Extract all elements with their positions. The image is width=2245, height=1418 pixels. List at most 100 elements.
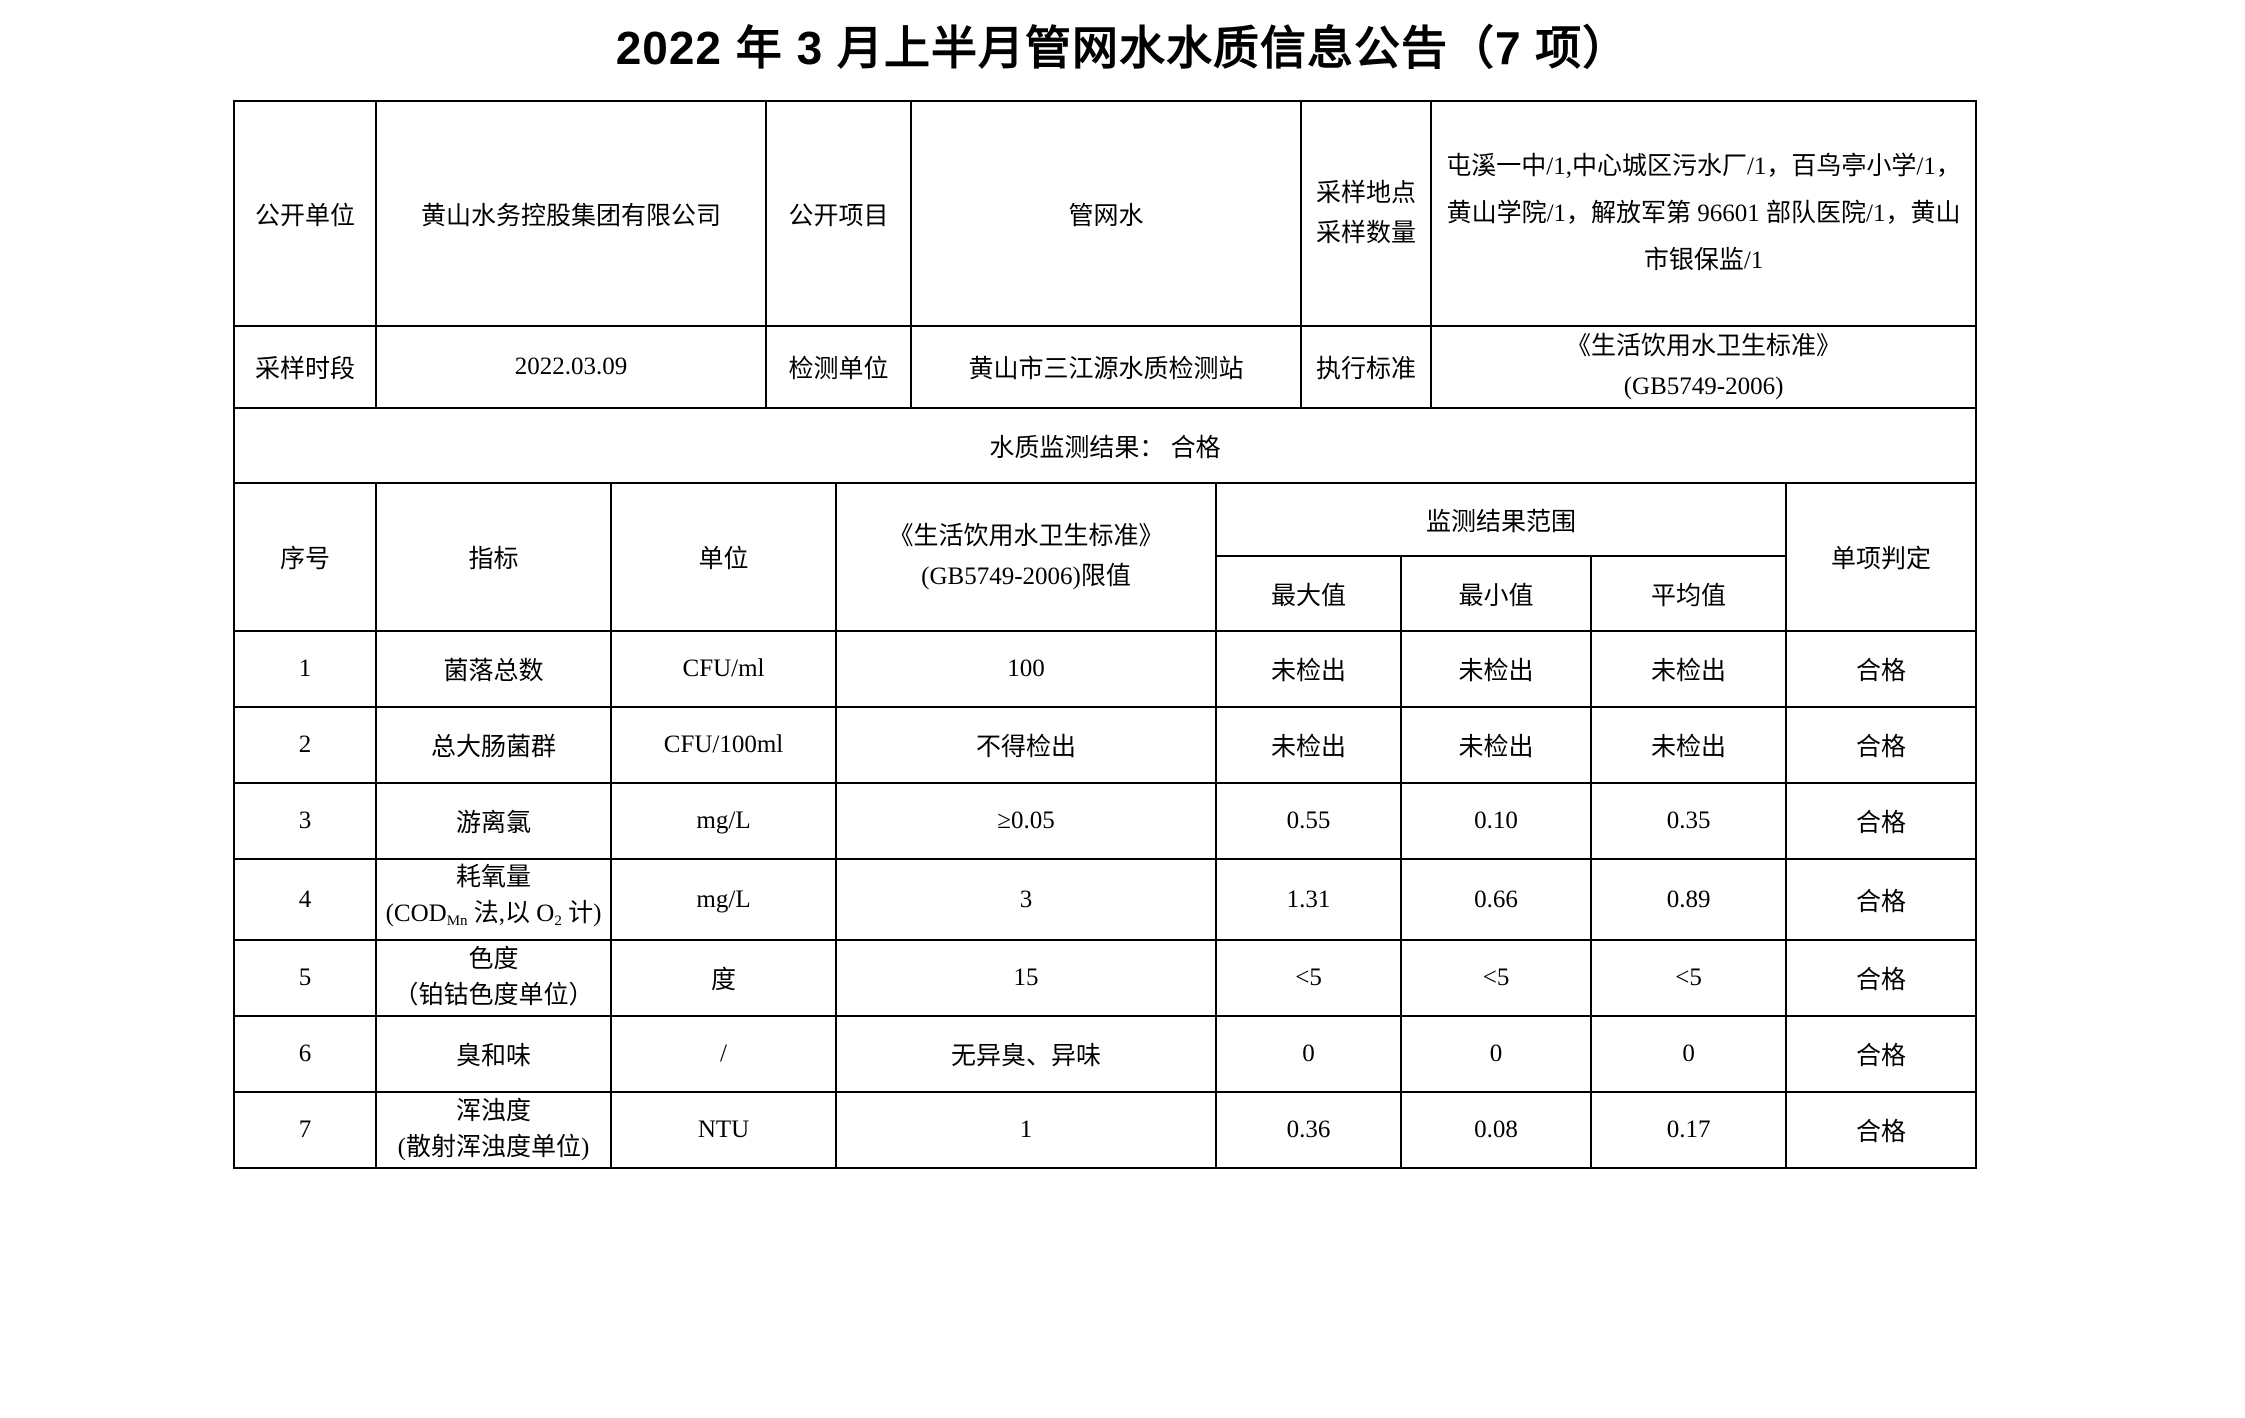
cell-min: 0.10 [1400,782,1593,860]
cell-avg: 未检出 [1590,706,1788,784]
table-row: 4 耗氧量 (CODMn 法,以 O2 计) mg/L 3 1.31 0.66 … [233,858,1978,941]
cell-limit: 3 [835,858,1218,941]
table-row: 7 浑浊度 (散射浑浊度单位) NTU 1 0.36 0.08 0.17 合格 [233,1091,1978,1169]
cell-judgement: 合格 [1785,706,1978,784]
cell-max: 未检出 [1215,630,1403,708]
cell-indicator: 浑浊度 (散射浑浊度单位) [375,1091,612,1169]
cell-avg: 0.35 [1590,782,1788,860]
cell-min: 0.66 [1400,858,1593,941]
table-row: 5 色度 （铂钴色度单位） 度 15 <5 <5 <5 合格 [233,939,1978,1017]
cell-seq: 5 [233,939,377,1017]
standard-label: 执行标准 [1300,325,1433,409]
cell-limit: 无异臭、异味 [835,1015,1218,1093]
cell-unit: 度 [609,939,838,1017]
cell-max: 0.55 [1215,782,1403,860]
cell-min: 未检出 [1400,706,1593,784]
cell-min: 0 [1400,1015,1593,1093]
cell-indicator: 游离氯 [375,782,612,860]
sampling-site-label: 采样地点 采样数量 [1300,100,1433,327]
indicator-line2: （铂钴色度单位） [393,982,594,1009]
cell-avg: 未检出 [1590,630,1788,708]
header-unit: 单位 [609,482,838,632]
cell-avg: <5 [1590,939,1788,1017]
indicator-line1: 耗氧量 [455,864,531,891]
cell-unit: mg/L [609,858,838,941]
water-quality-table: 公开单位 黄山水务控股集团有限公司 公开项目 管网水 采样地点 采样数量 屯溪一… [232,100,1978,1169]
test-unit-value: 黄山市三江源水质检测站 [910,325,1303,409]
cell-seq: 3 [233,782,377,860]
cell-max: 0.36 [1215,1091,1403,1169]
indicator-subscript: 2 [554,913,562,929]
header-row-1: 序号 指标 单位 《生活饮用水卫生标准》 (GB5749-2006)限值 监测结… [233,482,1978,632]
header-limit-line1: 《生活饮用水卫生标准》 [888,523,1164,550]
standard-value-line2: (GB5749-2006) [1623,373,1784,400]
header-avg: 平均值 [1590,555,1788,632]
cell-max: 1.31 [1215,858,1403,941]
cell-avg: 0.89 [1590,858,1788,941]
indicator-line1: 色度 [468,946,519,973]
indicator-text: (COD [385,900,447,927]
cell-limit: 100 [835,630,1218,708]
table-row: 1 菌落总数 CFU/ml 100 未检出 未检出 未检出 合格 [233,630,1978,708]
cell-indicator: 臭和味 [375,1015,612,1093]
cell-judgement: 合格 [1785,1091,1978,1169]
header-judgement: 单项判定 [1785,482,1978,632]
sampling-period-label: 采样时段 [233,325,377,409]
cell-unit: NTU [609,1091,838,1169]
indicator-text: 计) [561,900,602,927]
cell-max: 未检出 [1215,706,1403,784]
cell-min: 未检出 [1400,630,1593,708]
table-row: 2 总大肠菌群 CFU/100ml 不得检出 未检出 未检出 未检出 合格 [233,706,1978,784]
cell-max: 0 [1215,1015,1403,1093]
cell-limit: 不得检出 [835,706,1218,784]
header-limit: 《生活饮用水卫生标准》 (GB5749-2006)限值 [835,482,1218,632]
header-range-group: 监测结果范围 [1215,482,1788,557]
header-indicator: 指标 [375,482,612,632]
header-row-2: 最大值 最小值 平均值 [234,555,1976,632]
header-seq: 序号 [233,482,377,632]
cell-max: <5 [1215,939,1403,1017]
page-title: 2022 年 3 月上半月管网水水质信息公告（7 项） [615,22,1630,74]
cell-judgement: 合格 [1785,782,1978,860]
cell-avg: 0 [1590,1015,1788,1093]
header-max: 最大值 [1215,555,1403,632]
cell-unit: / [609,1015,838,1093]
header-limit-line2: (GB5749-2006)限值 [921,563,1131,590]
header-min: 最小值 [1400,555,1593,632]
cell-limit: 1 [835,1091,1218,1169]
sampling-site-label-line1: 采样地点 [1316,179,1417,207]
test-unit-label: 检测单位 [765,325,913,409]
indicator-line1: 浑浊度 [455,1098,531,1125]
sampling-period-value: 2022.03.09 [374,325,768,409]
sampling-site-label-line2: 采样数量 [1316,219,1417,247]
indicator-line2: (CODMn 法,以 O2 计) [383,896,604,938]
cell-indicator: 总大肠菌群 [375,706,612,784]
cell-limit: ≥0.05 [835,782,1218,860]
public-unit-label: 公开单位 [233,100,377,327]
cell-min: <5 [1400,939,1593,1017]
result-summary-row: 水质监测结果： 合格 [232,407,1978,484]
cell-min: 0.08 [1400,1091,1593,1169]
cell-unit: CFU/100ml [609,706,838,784]
indicator-text: 法,以 O [467,900,555,927]
cell-judgement: 合格 [1785,939,1978,1017]
cell-seq: 7 [233,1091,377,1169]
sampling-site-value: 屯溪一中/1,中心城区污水厂/1，百鸟亭小学/1，黄山学院/1，解放军第 966… [1430,100,1978,327]
cell-avg: 0.17 [1590,1091,1788,1169]
cell-judgement: 合格 [1785,1015,1978,1093]
standard-value-line1: 《生活饮用水卫生标准》 [1566,333,1842,360]
public-item-value: 管网水 [910,100,1303,327]
info-row-1: 公开单位 黄山水务控股集团有限公司 公开项目 管网水 采样地点 采样数量 屯溪一… [233,100,1978,327]
cell-indicator: 色度 （铂钴色度单位） [375,939,612,1017]
indicator-line2: (散射浑浊度单位) [397,1134,590,1161]
table-row: 6 臭和味 / 无异臭、异味 0 0 0 合格 [233,1015,1978,1093]
public-item-label: 公开项目 [765,100,913,327]
cell-unit: CFU/ml [609,630,838,708]
standard-value: 《生活饮用水卫生标准》 (GB5749-2006) [1430,325,1978,409]
cell-indicator: 菌落总数 [375,630,612,708]
cell-limit: 15 [835,939,1218,1017]
cell-judgement: 合格 [1785,630,1978,708]
cell-seq: 2 [233,706,377,784]
table-row: 3 游离氯 mg/L ≥0.05 0.55 0.10 0.35 合格 [233,782,1978,860]
cell-judgement: 合格 [1785,858,1978,941]
